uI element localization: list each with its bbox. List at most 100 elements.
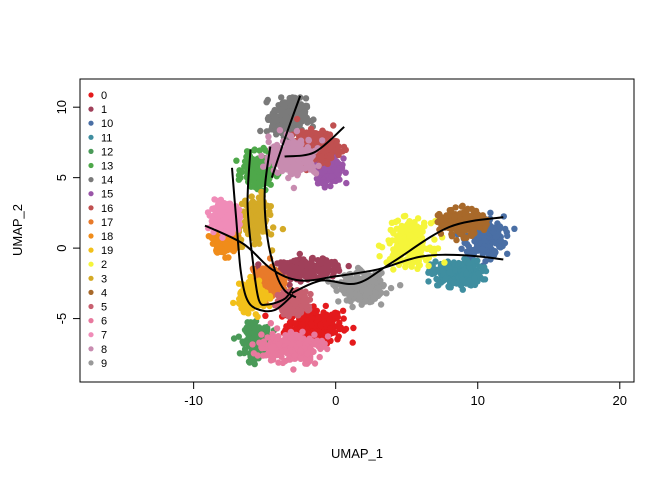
point bbox=[308, 315, 315, 322]
point bbox=[245, 310, 252, 317]
point bbox=[274, 351, 281, 359]
point bbox=[504, 250, 511, 257]
point bbox=[248, 183, 255, 190]
legend-label: 7 bbox=[101, 330, 107, 342]
point bbox=[472, 237, 479, 245]
legend-label: 4 bbox=[101, 287, 107, 299]
point bbox=[448, 233, 456, 240]
point bbox=[334, 159, 341, 166]
point bbox=[458, 245, 465, 252]
points-layer bbox=[204, 94, 518, 373]
point bbox=[251, 147, 258, 154]
point bbox=[334, 336, 341, 343]
point bbox=[230, 335, 238, 342]
point bbox=[451, 267, 458, 274]
legend-swatch bbox=[88, 261, 94, 267]
point bbox=[313, 307, 320, 314]
point bbox=[342, 169, 349, 176]
point bbox=[302, 95, 310, 102]
point bbox=[414, 237, 422, 245]
legend-label: 3 bbox=[101, 273, 107, 285]
point bbox=[462, 215, 469, 222]
point bbox=[414, 230, 422, 238]
point bbox=[294, 265, 301, 272]
point bbox=[350, 324, 357, 332]
point bbox=[225, 254, 232, 261]
point bbox=[279, 225, 287, 233]
point bbox=[480, 276, 487, 283]
point bbox=[429, 267, 436, 275]
point bbox=[214, 238, 222, 245]
trajectory-curve bbox=[246, 149, 294, 306]
point bbox=[320, 179, 327, 186]
point bbox=[342, 325, 350, 333]
point bbox=[257, 212, 265, 219]
point bbox=[479, 212, 486, 219]
point bbox=[335, 298, 342, 305]
point bbox=[496, 223, 504, 230]
point bbox=[292, 320, 299, 327]
point bbox=[376, 253, 383, 260]
point bbox=[316, 353, 323, 361]
point bbox=[448, 206, 455, 214]
point bbox=[328, 151, 335, 158]
point bbox=[340, 155, 347, 162]
point bbox=[282, 159, 290, 166]
point bbox=[288, 145, 296, 152]
point bbox=[330, 122, 337, 129]
point bbox=[274, 285, 281, 292]
trajectory-curve bbox=[270, 95, 302, 179]
point bbox=[235, 300, 243, 307]
point bbox=[418, 224, 425, 232]
legend-item: 7 bbox=[88, 330, 107, 342]
point bbox=[450, 279, 457, 287]
point bbox=[236, 212, 243, 219]
point bbox=[315, 162, 322, 169]
point bbox=[229, 229, 236, 237]
point bbox=[270, 224, 277, 231]
point bbox=[431, 236, 438, 243]
point bbox=[479, 245, 486, 253]
point bbox=[291, 351, 299, 359]
point bbox=[297, 355, 304, 362]
point bbox=[262, 312, 269, 319]
trajectory-curve bbox=[291, 216, 504, 295]
point bbox=[327, 182, 334, 190]
point bbox=[237, 289, 245, 296]
point bbox=[276, 127, 284, 134]
point bbox=[255, 261, 262, 268]
point bbox=[330, 281, 337, 288]
point bbox=[249, 295, 256, 302]
point bbox=[280, 103, 287, 111]
point bbox=[296, 250, 303, 258]
point bbox=[311, 331, 318, 338]
point bbox=[458, 226, 465, 233]
point bbox=[511, 225, 518, 232]
legend-label: 12 bbox=[101, 146, 113, 158]
point bbox=[248, 215, 256, 223]
point bbox=[277, 260, 285, 268]
point bbox=[284, 142, 291, 149]
point bbox=[271, 156, 278, 163]
point bbox=[278, 94, 285, 101]
point bbox=[431, 245, 438, 252]
legend-item: 19 bbox=[88, 245, 113, 257]
point bbox=[255, 325, 263, 333]
point bbox=[390, 230, 397, 237]
point bbox=[256, 339, 263, 346]
point bbox=[265, 138, 272, 146]
point bbox=[324, 345, 331, 353]
trajectory-lines bbox=[204, 95, 504, 313]
point bbox=[258, 331, 265, 338]
point bbox=[459, 286, 466, 293]
point bbox=[219, 234, 226, 241]
point bbox=[256, 147, 263, 154]
point bbox=[501, 239, 509, 247]
legend-item: 18 bbox=[88, 231, 113, 243]
legend-label: 9 bbox=[101, 358, 107, 370]
point bbox=[323, 130, 330, 137]
point bbox=[377, 277, 384, 284]
point bbox=[249, 170, 257, 177]
point bbox=[319, 271, 327, 278]
